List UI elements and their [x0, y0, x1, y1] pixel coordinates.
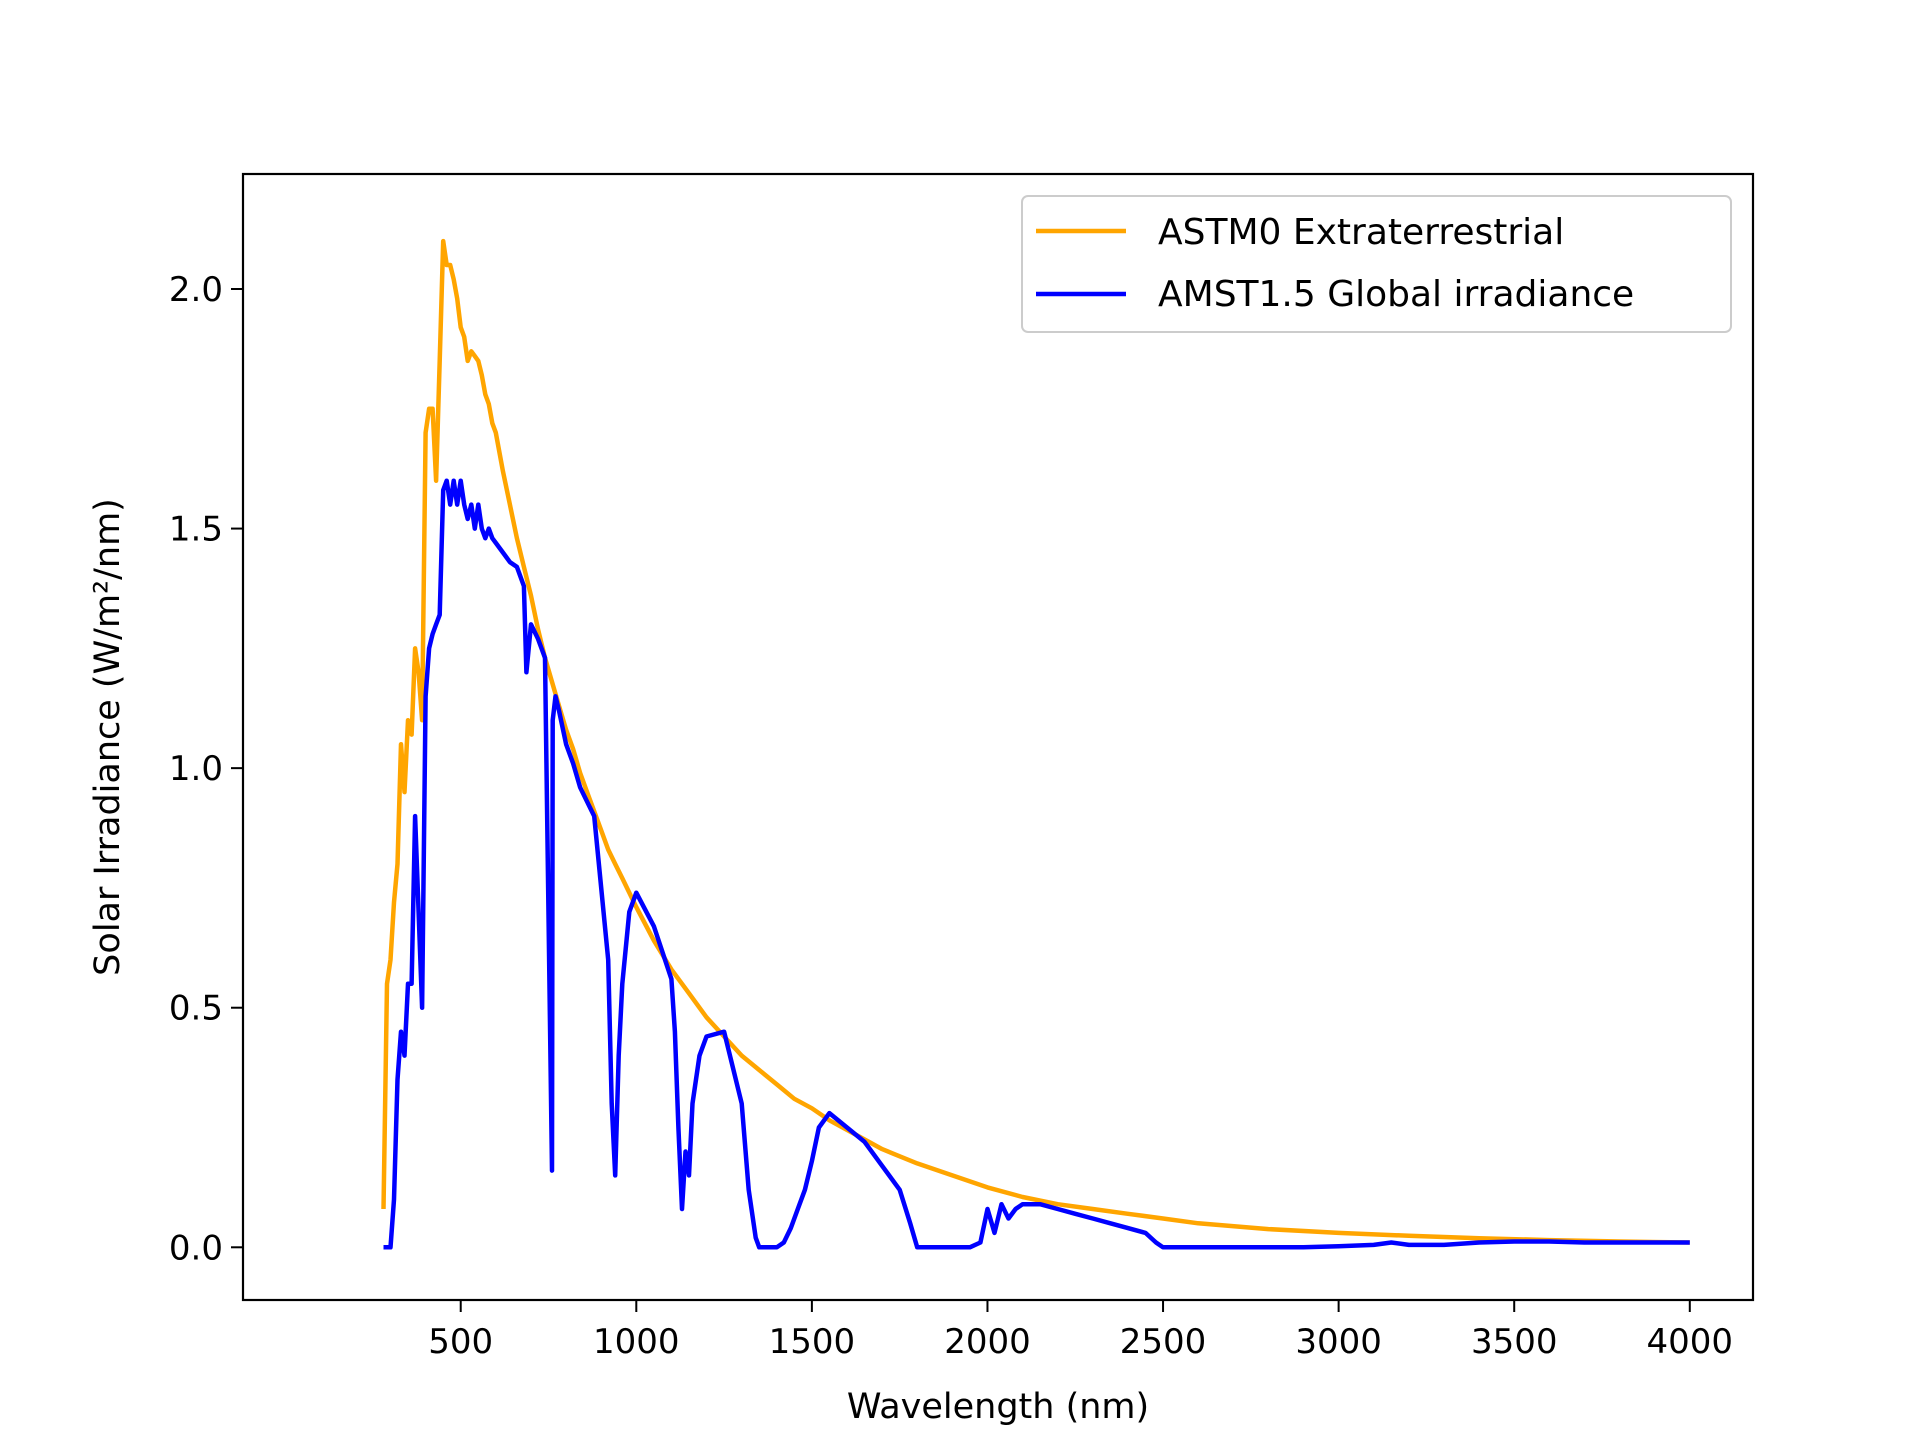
y-axis-label: Solar Irradiance (W/m²/nm)	[88, 498, 128, 976]
y-tick-label: 2.0	[169, 270, 223, 310]
y-tick-label: 1.0	[169, 749, 223, 789]
x-tick-label: 500	[428, 1322, 493, 1362]
axes-frame	[241, 172, 1755, 1302]
x-tick-label: 2000	[944, 1322, 1031, 1362]
series-line-amst1-5-global-irradiance	[383, 478, 1690, 1250]
x-axis: 500 1000 1500 2000 2500 3000 3500 4000	[428, 1300, 1733, 1362]
legend-label-amst15: AMST1.5 Global irradiance	[1158, 274, 1634, 315]
y-tick-label: 0.0	[169, 1228, 223, 1268]
x-tick-label: 3500	[1471, 1322, 1558, 1362]
y-tick-label: 0.5	[169, 989, 223, 1029]
x-tick-label: 1500	[769, 1322, 856, 1362]
x-tick-label: 1000	[593, 1322, 680, 1362]
legend-frame	[1021, 195, 1732, 333]
x-tick-label: 4000	[1647, 1322, 1734, 1362]
x-tick-label: 2500	[1120, 1322, 1207, 1362]
x-tick-label: 3000	[1295, 1322, 1382, 1362]
series-layer	[381, 238, 1690, 1250]
x-axis-label: Wavelength (nm)	[847, 1387, 1149, 1427]
legend-label-astm0: ASTM0 Extraterrestrial	[1158, 212, 1564, 253]
legend: ASTM0 Extraterrestrial AMST1.5 Global ir…	[1021, 195, 1732, 333]
axes-background	[243, 174, 1753, 1300]
plot-area	[241, 172, 1755, 1302]
y-axis: 0.0 0.5 1.0 1.5 2.0	[169, 270, 243, 1268]
y-tick-label: 1.5	[169, 510, 223, 550]
